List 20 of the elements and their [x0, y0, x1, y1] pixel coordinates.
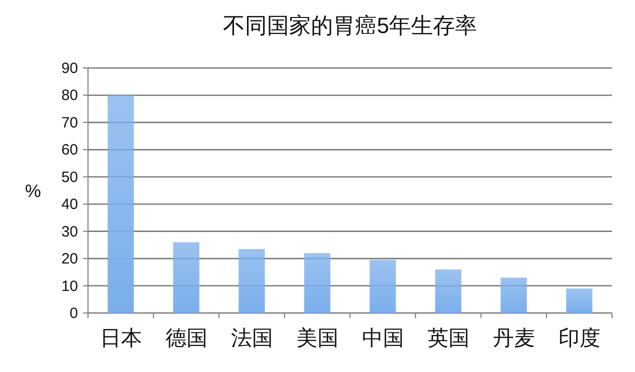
y-tick-label: 20 — [61, 250, 78, 268]
x-tick-label: 法国 — [230, 327, 273, 350]
x-tick-label: 德国 — [165, 327, 208, 350]
x-tick-label: 中国 — [362, 327, 404, 350]
y-tick-label: 80 — [61, 87, 78, 104]
x-tick-label: 英国 — [427, 327, 470, 350]
x-tick-label: 美国 — [296, 327, 338, 350]
title: 不同国家的胃癌5年生存率 — [222, 13, 478, 38]
y-tick-label: 40 — [61, 196, 78, 214]
y-tick-label: 90 — [61, 60, 78, 77]
x-tick-label: 日本 — [100, 327, 142, 350]
y-tick-label: 0 — [70, 305, 78, 322]
x-tick-label: 印度 — [558, 327, 600, 350]
y-tick-label: 30 — [61, 223, 78, 240]
x-tick-label: 丹麦 — [492, 327, 535, 350]
y-tick-label: 60 — [61, 142, 78, 159]
y-tick-label: 70 — [61, 114, 78, 132]
y-tick-label: 50 — [61, 168, 78, 186]
ylabel: % — [25, 181, 41, 201]
y-tick-label: 10 — [61, 278, 78, 295]
